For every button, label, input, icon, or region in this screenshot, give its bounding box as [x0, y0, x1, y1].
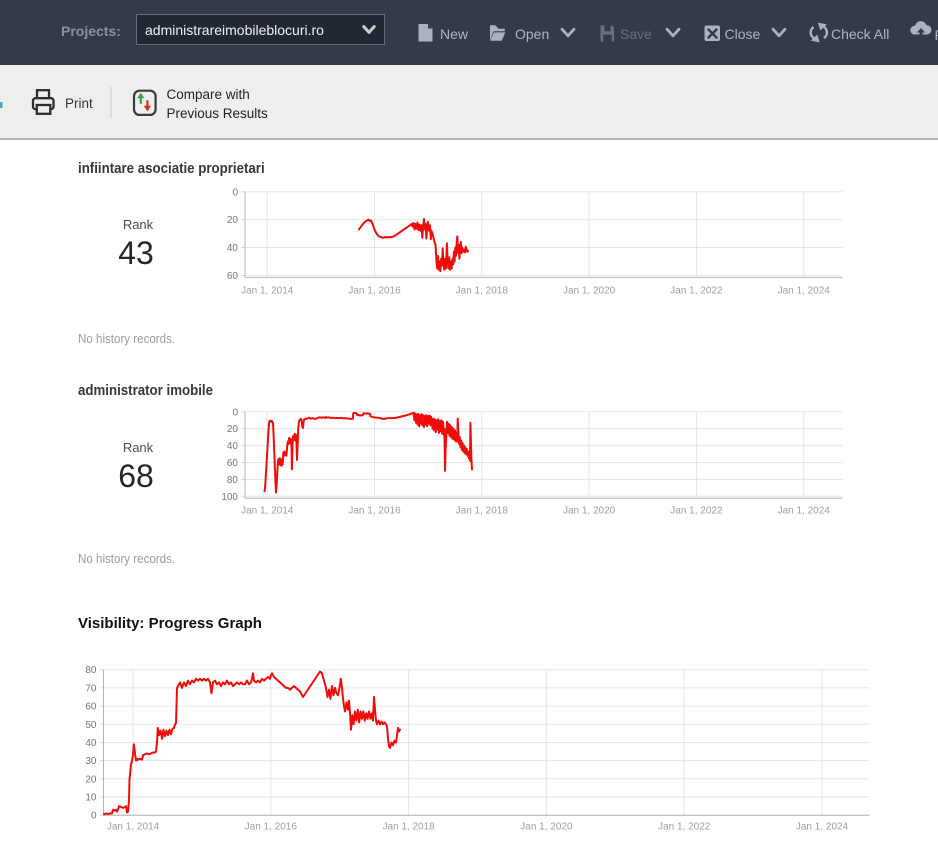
svg-text:Jan 1, 2018: Jan 1, 2018	[456, 286, 509, 297]
svg-text:20: 20	[85, 774, 97, 785]
svg-text:0: 0	[232, 407, 238, 418]
svg-text:100: 100	[221, 492, 238, 503]
svg-text:40: 40	[85, 738, 97, 749]
svg-text:Jan 1, 2024: Jan 1, 2024	[796, 822, 849, 833]
svg-text:Jan 1, 2014: Jan 1, 2014	[241, 506, 294, 517]
svg-text:20: 20	[227, 215, 239, 226]
svg-text:80: 80	[227, 475, 239, 486]
svg-text:Jan 1, 2020: Jan 1, 2020	[520, 822, 573, 833]
svg-text:40: 40	[227, 243, 239, 254]
svg-text:60: 60	[227, 458, 239, 469]
svg-text:Jan 1, 2018: Jan 1, 2018	[382, 822, 435, 833]
svg-text:Jan 1, 2016: Jan 1, 2016	[348, 286, 401, 297]
svg-text:50: 50	[85, 720, 97, 731]
svg-text:Jan 1, 2014: Jan 1, 2014	[241, 286, 294, 297]
svg-text:10: 10	[85, 793, 97, 804]
svg-text:Jan 1, 2020: Jan 1, 2020	[563, 286, 616, 297]
svg-text:Jan 1, 2016: Jan 1, 2016	[348, 506, 401, 517]
svg-text:70: 70	[85, 683, 97, 694]
svg-text:Jan 1, 2022: Jan 1, 2022	[670, 506, 723, 517]
svg-text:Jan 1, 2022: Jan 1, 2022	[670, 286, 723, 297]
svg-text:Jan 1, 2022: Jan 1, 2022	[658, 822, 711, 833]
svg-text:40: 40	[227, 441, 239, 452]
svg-text:60: 60	[85, 702, 97, 713]
svg-text:Jan 1, 2024: Jan 1, 2024	[778, 506, 831, 517]
svg-text:Jan 1, 2024: Jan 1, 2024	[778, 286, 831, 297]
svg-text:20: 20	[227, 424, 239, 435]
svg-text:Jan 1, 2016: Jan 1, 2016	[245, 822, 298, 833]
svg-text:30: 30	[85, 756, 97, 767]
svg-text:Jan 1, 2018: Jan 1, 2018	[456, 506, 509, 517]
svg-text:Jan 1, 2014: Jan 1, 2014	[107, 822, 160, 833]
svg-text:80: 80	[85, 665, 97, 676]
svg-text:60: 60	[227, 271, 239, 282]
svg-text:Jan 1, 2020: Jan 1, 2020	[563, 506, 616, 517]
svg-text:0: 0	[232, 187, 238, 198]
svg-text:0: 0	[91, 811, 97, 822]
